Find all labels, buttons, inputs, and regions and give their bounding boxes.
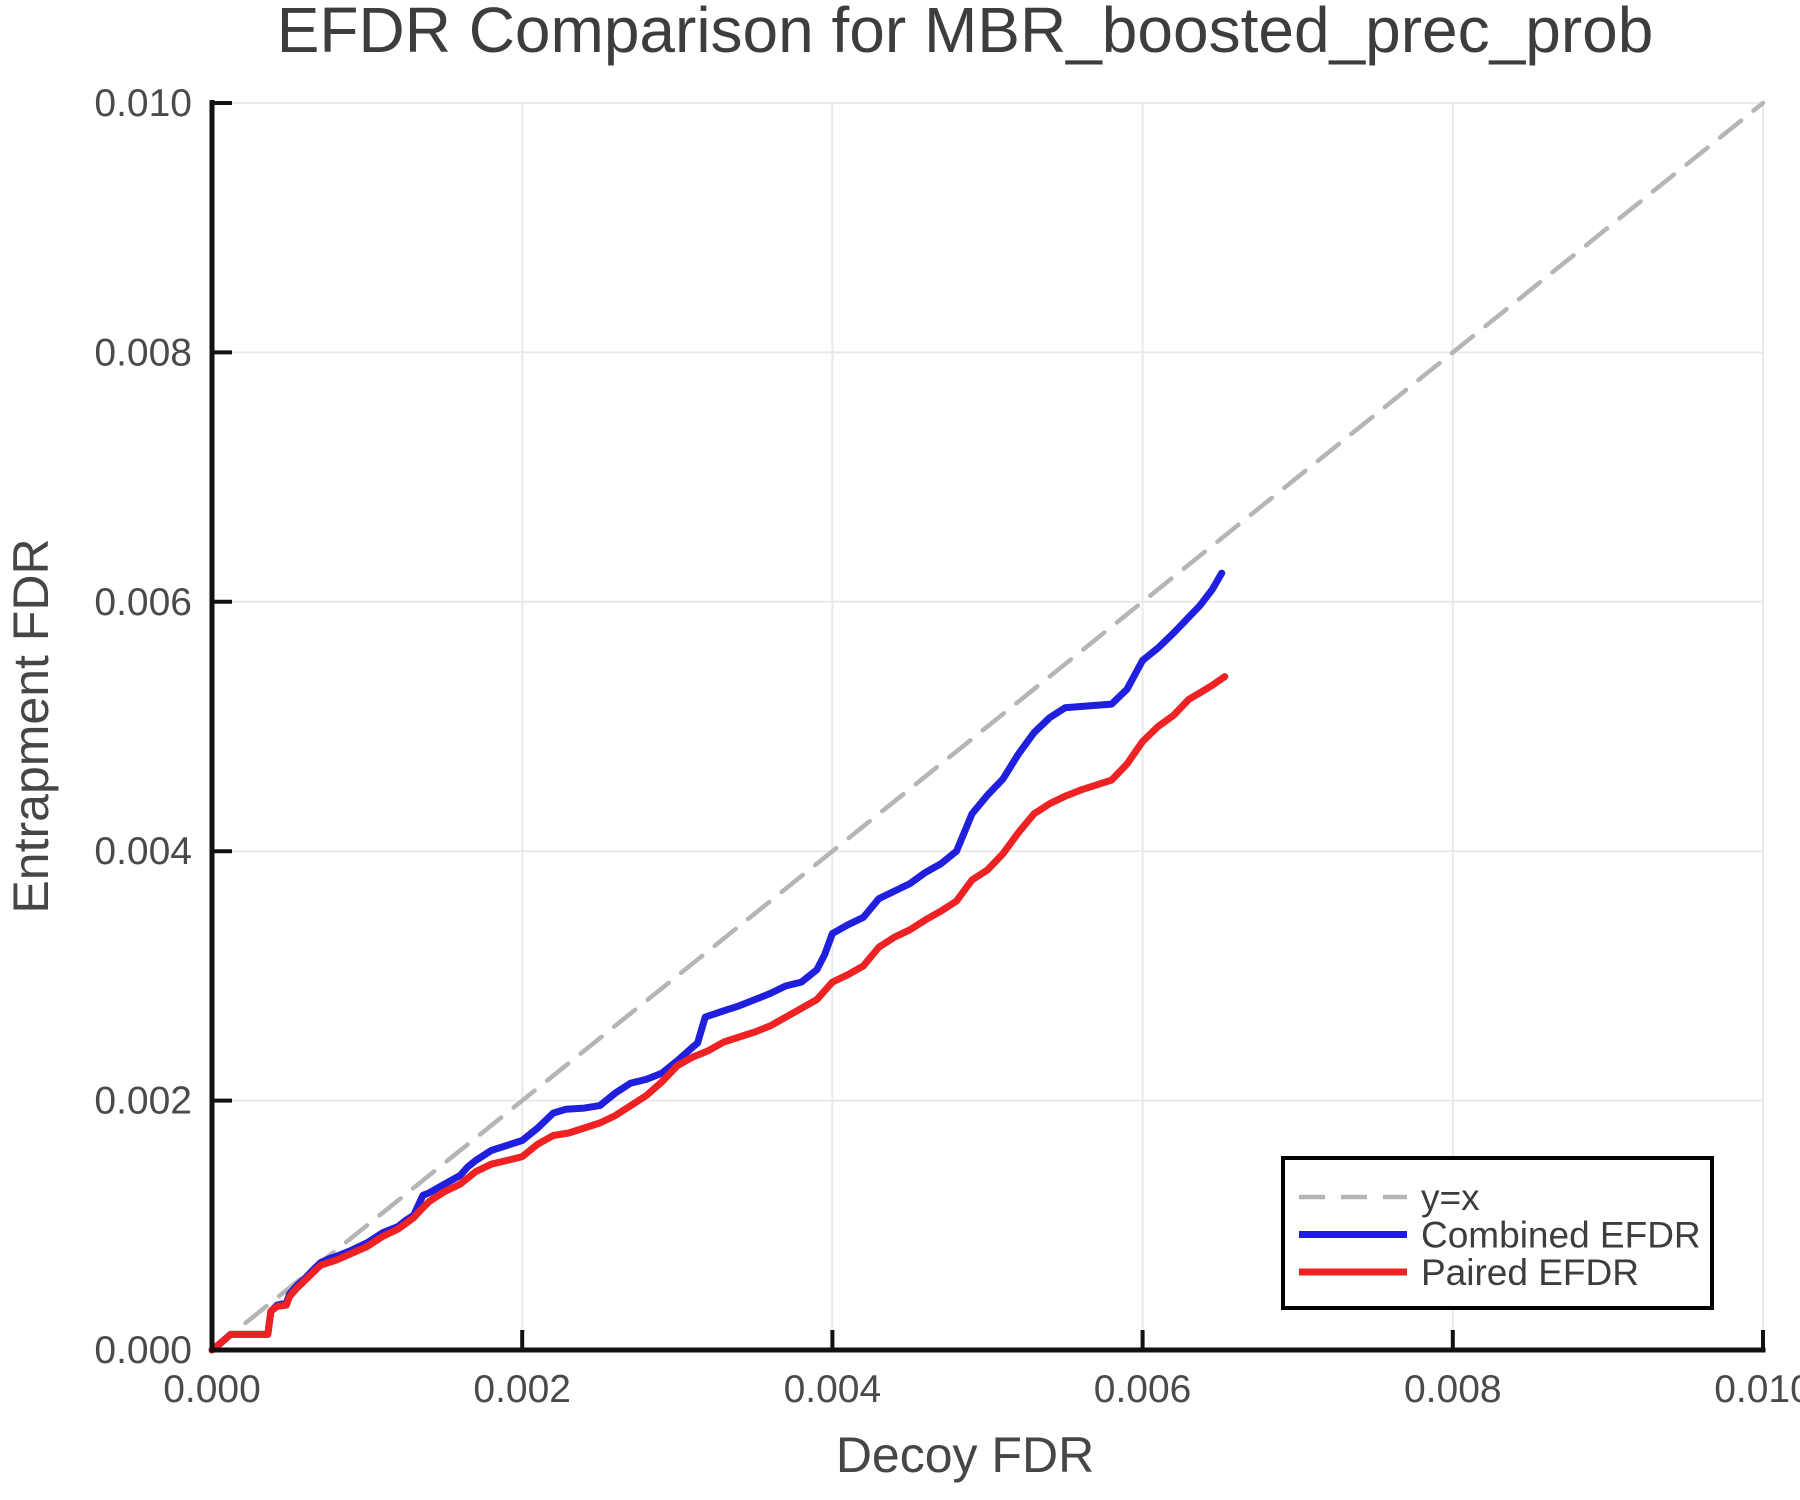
x-tick-label: 0.006 — [1094, 1368, 1192, 1411]
legend-box — [1281, 1156, 1714, 1310]
chart-title: EFDR Comparison for MBR_boosted_prec_pro… — [277, 0, 1654, 66]
x-tick-label: 0.000 — [163, 1368, 261, 1411]
series-layer — [208, 100, 1766, 1354]
y-tick-label: 0.000 — [94, 1329, 192, 1372]
x-tick-label: 0.002 — [473, 1368, 571, 1411]
x-tick-label: 0.004 — [784, 1368, 882, 1411]
series-line-combined-efdr — [208, 569, 1226, 1354]
y-axis-label: Entrapment FDR — [3, 538, 59, 913]
y-tick-label: 0.002 — [94, 1080, 192, 1123]
series-line-paired-efdr — [208, 673, 1229, 1354]
legend-label: Combined EFDR — [1421, 1215, 1701, 1256]
x-tick-label: 0.010 — [1714, 1368, 1800, 1411]
legend-label: y=x — [1421, 1177, 1480, 1218]
y-tick-label: 0.004 — [94, 830, 192, 873]
x-tick-label: 0.008 — [1404, 1368, 1502, 1411]
tick-layer: 0.000 0.002 0.004 0.006 0.008 0.010 0.000 0.002… — [94, 82, 1800, 1411]
legend-label: Paired EFDR — [1421, 1252, 1639, 1293]
y-tick-label: 0.010 — [94, 82, 192, 125]
series-line-y-x — [209, 100, 1766, 1353]
y-tick-label: 0.008 — [94, 331, 192, 374]
grid-layer — [212, 102, 1764, 1350]
x-axis-label: Decoy FDR — [836, 1427, 1094, 1483]
y-tick-label: 0.006 — [94, 581, 192, 624]
